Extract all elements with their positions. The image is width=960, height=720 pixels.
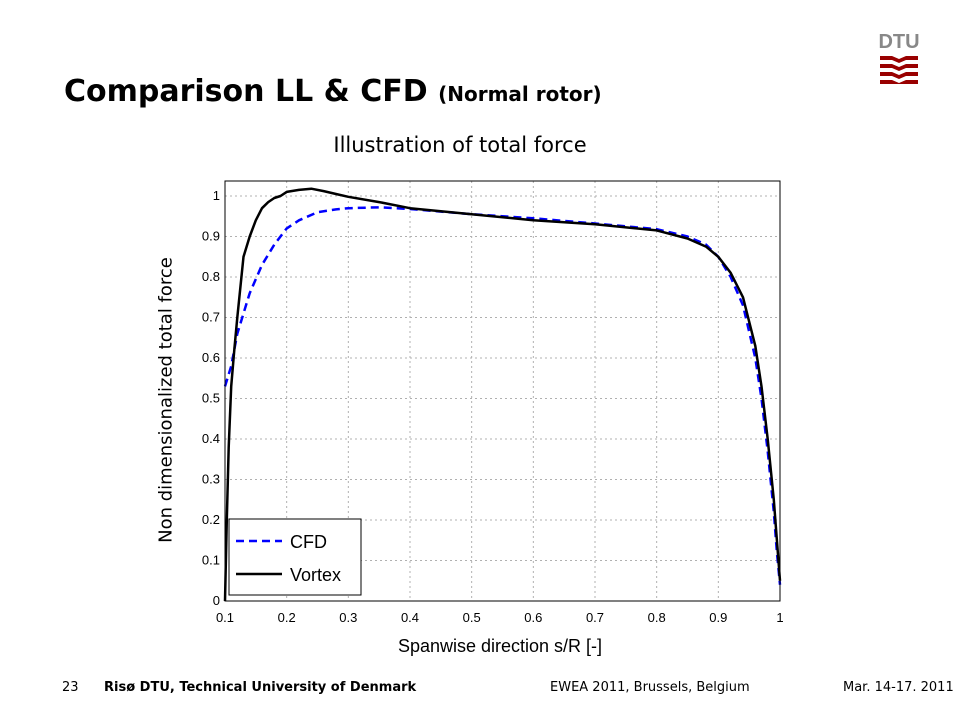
slide-subtitle: (Normal rotor) — [438, 82, 602, 106]
x-tick-labels: 0.1 0.2 0.3 0.4 0.5 0.6 0.7 0.8 0.9 1 — [216, 610, 784, 625]
footer-organization: Risø DTU, Technical University of Denmar… — [104, 680, 417, 695]
plot-frame — [224, 180, 781, 602]
y-tick-label: 0 — [213, 593, 220, 608]
y-tick-label: 0.4 — [202, 431, 220, 446]
y-tick-label: 0.2 — [202, 512, 220, 527]
x-tick-label: 0.6 — [524, 610, 542, 625]
footer-event: EWEA 2011, Brussels, Belgium — [550, 680, 750, 695]
y-tick-label: 0.7 — [202, 310, 220, 325]
dtu-logo-text: DTU — [878, 31, 919, 53]
x-axis-label: Spanwise direction s/R [-] — [398, 636, 602, 656]
x-tick-label: 0.8 — [648, 610, 666, 625]
x-tick-label: 0.3 — [339, 610, 357, 625]
x-tick-label: 0.4 — [401, 610, 419, 625]
chart-series — [223, 187, 782, 602]
y-tick-label: 0.9 — [202, 229, 220, 244]
slide-title-main: Comparison LL & CFD — [64, 74, 428, 109]
y-tick-label: 1 — [213, 188, 220, 203]
slide-title: Comparison LL & CFD (Normal rotor) — [64, 74, 602, 109]
y-tick-label: 0.8 — [202, 269, 220, 284]
y-tick-label: 0.3 — [202, 472, 220, 487]
chart-title: Illustration of total force — [333, 133, 587, 157]
legend-box — [228, 518, 362, 596]
footer-date: Mar. 14-17. 2011 — [843, 680, 954, 695]
y-tick-label: 0.1 — [202, 553, 220, 568]
y-tick-labels: 0 0.1 0.2 0.3 0.4 0.5 0.6 0.7 0.8 0.9 1 — [202, 188, 220, 608]
footer-page-number: 23 — [62, 680, 79, 695]
x-tick-label: 0.5 — [463, 610, 481, 625]
y-tick-label: 0.6 — [202, 350, 220, 365]
y-tick-label: 0.5 — [202, 391, 220, 406]
x-tick-label: 1 — [776, 610, 783, 625]
x-tick-label: 0.2 — [278, 610, 296, 625]
line-chart: 0.1 0.2 0.3 0.4 0.5 0.6 0.7 0.8 0.9 1 00.10.20.30… — [202, 180, 784, 656]
legend-cfd-label: CFD — [290, 532, 327, 552]
dtu-logo: DTU — [878, 31, 920, 84]
x-tick-label: 0.1 — [216, 610, 234, 625]
series-vortex-line — [223, 187, 782, 602]
x-tick-label: 0.9 — [709, 610, 727, 625]
dtu-logo-stripes — [880, 56, 918, 84]
legend: CFD Vortex — [228, 518, 362, 596]
legend-vortex-label: Vortex — [290, 565, 341, 585]
x-tick-label: 0.7 — [586, 610, 604, 625]
